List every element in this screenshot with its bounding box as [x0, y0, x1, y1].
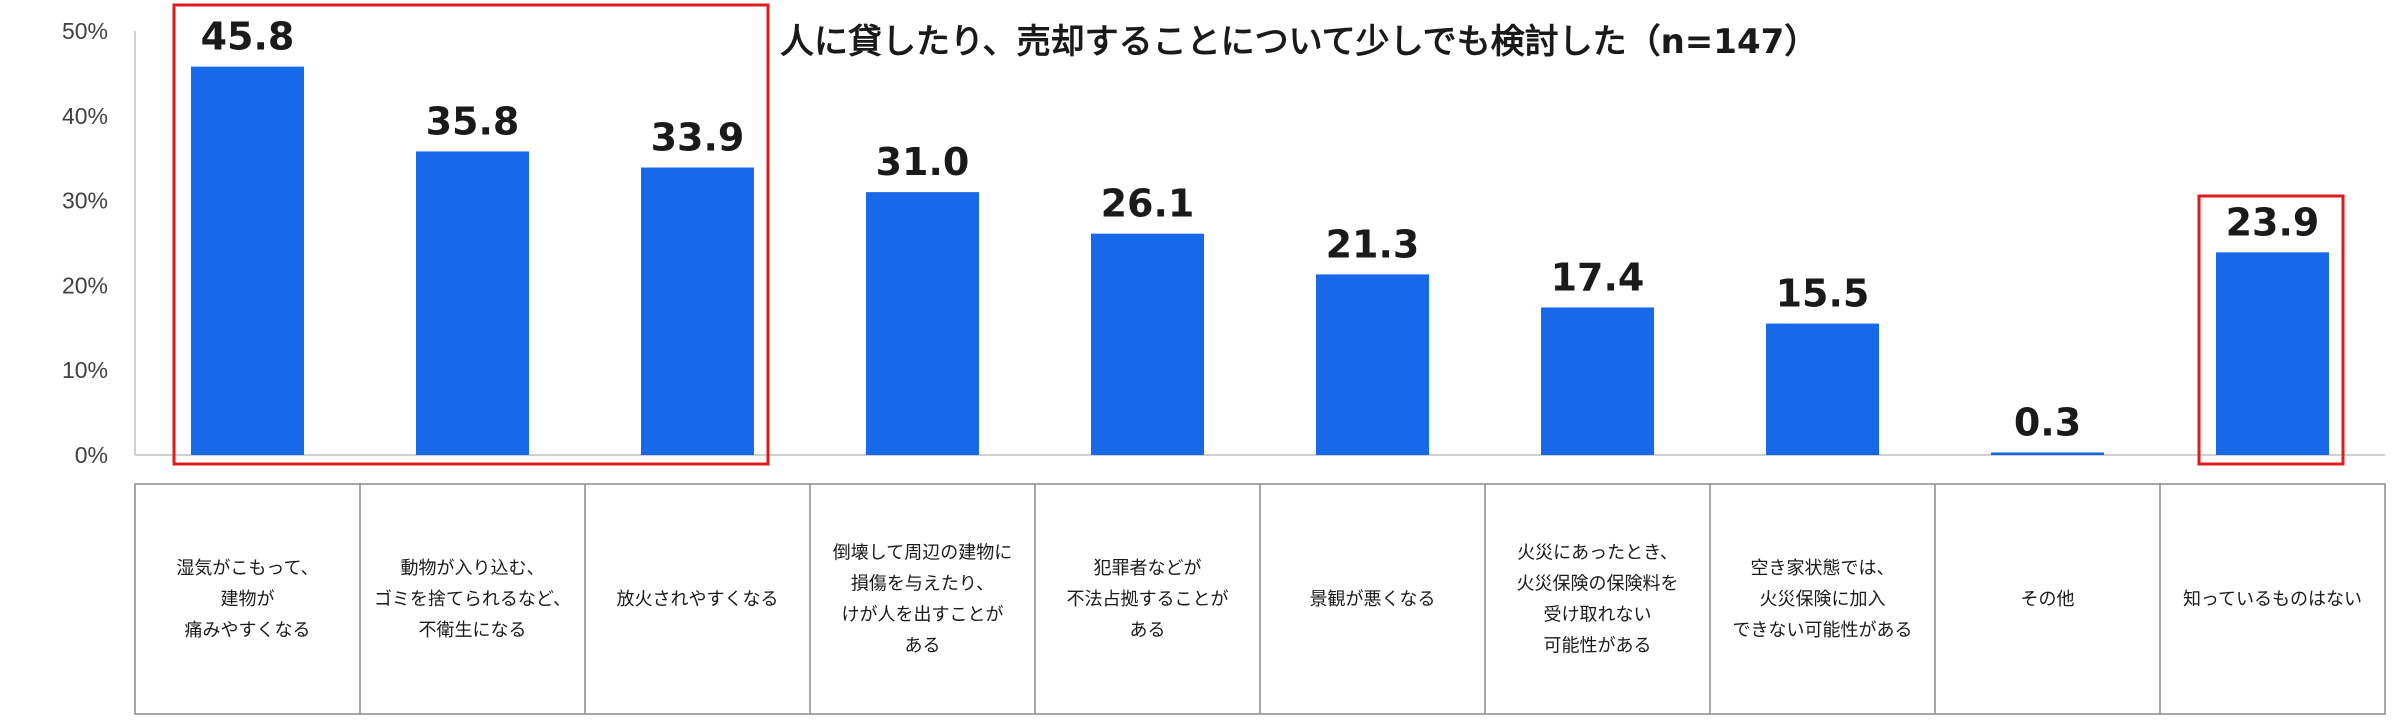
bar: [641, 167, 754, 455]
category-label: 痛みやすくなる: [185, 620, 311, 641]
y-axis: 0% 10% 20% 30% 40% 50%: [62, 18, 2385, 468]
category-label: できない可能性がある: [1733, 620, 1913, 641]
data-label: 33.9: [651, 116, 745, 160]
category-label: 倒壊して周辺の建物に: [833, 543, 1012, 564]
data-label: 26.1: [1101, 182, 1195, 226]
category-label: 建物が: [221, 589, 275, 610]
category-label: その他: [2021, 589, 2075, 610]
bar: [1316, 274, 1429, 455]
data-label: 45.8: [201, 15, 295, 59]
y-tick-label: 50%: [62, 18, 108, 44]
data-label: 0.3: [2014, 400, 2081, 444]
category-label: 不衛生になる: [419, 620, 527, 641]
bar: [1766, 323, 1879, 455]
category-label: 空き家状態では、: [1751, 558, 1895, 579]
category-label: 知っているものはない: [2183, 589, 2362, 610]
bar: [866, 192, 979, 455]
bar: [1091, 233, 1204, 455]
bar: [2216, 252, 2329, 455]
bar: [416, 151, 529, 455]
data-label: 23.9: [2226, 200, 2320, 244]
y-tick-label: 0%: [75, 442, 108, 468]
category-label: ある: [905, 636, 941, 657]
category-label: 犯罪者などが: [1094, 558, 1202, 579]
bar: [1541, 307, 1654, 455]
category-label: ゴミを捨てられるなど、: [374, 589, 571, 610]
category-label: 受け取れない: [1544, 605, 1652, 626]
data-label: 17.4: [1551, 255, 1645, 299]
category-label: 損傷を与えたり、: [851, 574, 994, 595]
chart-title: 人に貸したり、売却することについて少しでも検討した（n=147）: [780, 22, 1818, 62]
data-label: 35.8: [426, 99, 520, 143]
category-label: 火災にあったとき、: [1517, 543, 1678, 564]
y-tick-label: 10%: [62, 357, 108, 383]
y-tick-label: 20%: [62, 272, 108, 298]
highlight-box: [2197, 194, 2345, 466]
category-label: 火災保険の保険料を: [1517, 574, 1679, 595]
category-label: 不法占拠することが: [1067, 589, 1229, 610]
category-label: 景観が悪くなる: [1310, 589, 1436, 610]
category-label: 湿気がこもって、: [176, 558, 318, 579]
bars: [191, 66, 2329, 455]
category-label: ある: [1130, 620, 1166, 641]
category-label: 放火されやすくなる: [617, 589, 779, 610]
data-label: 15.5: [1776, 272, 1870, 316]
category-label: 動物が入り込む、: [401, 558, 545, 579]
bar: [1991, 452, 2104, 455]
category-label: 可能性がある: [1544, 636, 1652, 657]
data-label: 31.0: [876, 140, 970, 184]
data-labels: 45.8 35.8 33.9 31.0 26.1 21.3 17.4 15.5 0.3 23.9: [201, 15, 2320, 445]
highlight-box: [172, 3, 770, 466]
highlight-boxes: [172, 3, 2345, 466]
data-label: 21.3: [1326, 222, 1420, 266]
category-label: けが人を出すことが: [842, 605, 1004, 626]
y-tick-label: 40%: [62, 103, 108, 129]
bar: [191, 66, 304, 455]
y-tick-label: 30%: [62, 188, 108, 214]
category-label: 火災保険に加入: [1760, 589, 1886, 610]
